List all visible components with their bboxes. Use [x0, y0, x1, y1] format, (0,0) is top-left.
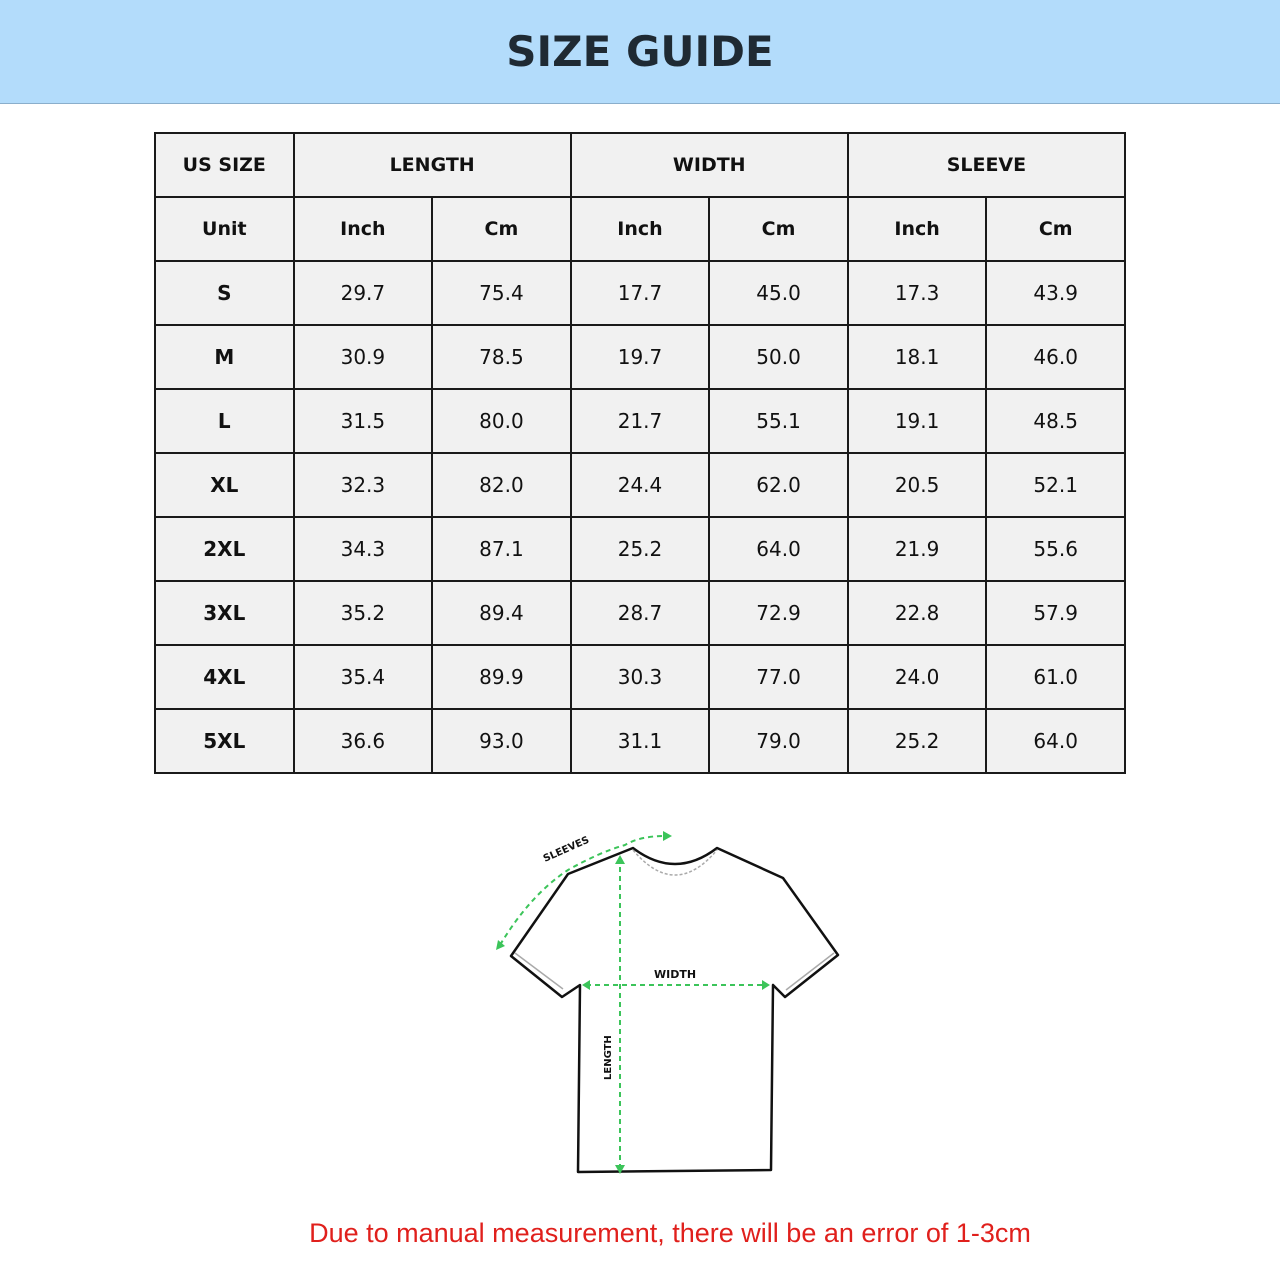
- size-cell: XL: [154, 452, 295, 518]
- unit-header: Inch: [292, 196, 434, 262]
- size-cell: 4XL: [154, 644, 295, 710]
- measurement-cell: 46.0: [985, 324, 1126, 390]
- measurement-cell: 32.3: [292, 452, 434, 518]
- table-row: 3XL 35.2 89.4 28.7 72.9 22.8 57.9: [154, 580, 1126, 646]
- size-cell: M: [154, 324, 295, 390]
- measurement-cell: 93.0: [431, 708, 572, 774]
- header-length: LENGTH: [292, 132, 572, 198]
- length-label: LENGTH: [603, 1035, 614, 1080]
- measurement-cell: 52.1: [985, 452, 1126, 518]
- measurement-cell: 31.5: [292, 388, 434, 454]
- measurement-cell: 17.3: [846, 260, 988, 326]
- sleeves-label: SLEEVES: [542, 835, 591, 865]
- size-table: US SIZE LENGTH WIDTH SLEEVE Unit Inch Cm In…: [154, 132, 1127, 774]
- measurement-cell: 19.1: [846, 388, 988, 454]
- measurement-cell: 48.5: [985, 388, 1126, 454]
- unit-header: Inch: [846, 196, 988, 262]
- sleeve-measure: [499, 835, 666, 946]
- measurement-cell: 28.7: [569, 580, 711, 646]
- tshirt-outline: [509, 846, 840, 1174]
- table-row: 4XL 35.4 89.9 30.3 77.0 24.0 61.0: [154, 644, 1126, 710]
- measurement-cell: 78.5: [431, 324, 572, 390]
- measurement-cell: 89.9: [431, 644, 572, 710]
- group-header-row: US SIZE LENGTH WIDTH SLEEVE: [154, 132, 1127, 198]
- unit-header: Cm: [708, 196, 849, 262]
- width-label: WIDTH: [654, 968, 696, 981]
- measurement-cell: 25.2: [846, 708, 988, 774]
- measurement-cell: 22.8: [846, 580, 988, 646]
- page-title: SIZE GUIDE: [506, 27, 774, 76]
- measurement-cell: 64.0: [985, 708, 1126, 774]
- measurement-cell: 25.2: [569, 516, 711, 582]
- measurement-cell: 24.0: [846, 644, 988, 710]
- size-cell: 5XL: [154, 708, 295, 774]
- measurement-cell: 87.1: [431, 516, 572, 582]
- measurement-cell: 55.6: [985, 516, 1126, 582]
- size-cell: L: [154, 388, 295, 454]
- size-cell: S: [154, 260, 295, 326]
- measurement-cell: 75.4: [431, 260, 572, 326]
- unit-row: Unit Inch Cm Inch Cm Inch Cm: [154, 196, 1126, 262]
- measurement-cell: 35.2: [292, 580, 434, 646]
- measurement-cell: 24.4: [569, 452, 711, 518]
- cuff-lines: [514, 952, 835, 991]
- measurement-cell: 62.0: [708, 452, 849, 518]
- measurement-cell: 29.7: [292, 260, 434, 326]
- size-cell: 2XL: [154, 516, 295, 582]
- unit-header: Inch: [569, 196, 711, 262]
- measurement-note: Due to manual measurement, there will be…: [309, 1218, 1031, 1248]
- measurement-cell: 20.5: [846, 452, 988, 518]
- measurement-cell: 30.9: [292, 324, 434, 390]
- measurement-cell: 36.6: [292, 708, 434, 774]
- table-row: M 30.9 78.5 19.7 50.0 18.1 46.0: [154, 324, 1126, 390]
- table-row: L 31.5 80.0 21.7 55.1 19.1 48.5: [154, 388, 1126, 454]
- measurement-cell: 31.1: [569, 708, 711, 774]
- table-row: XL 32.3 82.0 24.4 62.0 20.5 52.1: [154, 452, 1126, 518]
- measurement-cell: 34.3: [292, 516, 434, 582]
- measurement-cell: 45.0: [708, 260, 849, 326]
- measurement-cell: 61.0: [985, 644, 1126, 710]
- measurement-cell: 35.4: [292, 644, 434, 710]
- measurement-cell: 55.1: [708, 388, 849, 454]
- measurement-cell: 19.7: [569, 324, 711, 390]
- measurement-cell: 72.9: [708, 580, 849, 646]
- measurement-cell: 18.1: [846, 324, 988, 390]
- unit-label: Unit: [154, 196, 295, 262]
- header-banner: SIZE GUIDE: [0, 0, 1280, 104]
- measurement-cell: 77.0: [708, 644, 849, 710]
- header-us-size: US SIZE: [154, 132, 295, 198]
- header-width: WIDTH: [569, 132, 849, 198]
- collar-stitch: [632, 849, 718, 876]
- measurement-cell: 43.9: [985, 260, 1126, 326]
- measurement-cell: 57.9: [985, 580, 1126, 646]
- measurement-cell: 64.0: [708, 516, 849, 582]
- measurement-cell: 80.0: [431, 388, 572, 454]
- measure-lines: [499, 835, 766, 1170]
- measurement-cell: 89.4: [431, 580, 572, 646]
- table-row: 5XL 36.6 93.0 31.1 79.0 25.2 64.0: [154, 708, 1126, 774]
- unit-header: Cm: [985, 196, 1126, 262]
- table-row: 2XL 34.3 87.1 25.2 64.0 21.9 55.6: [154, 516, 1126, 582]
- measurement-cell: 30.3: [569, 644, 711, 710]
- measurement-cell: 50.0: [708, 324, 849, 390]
- size-cell: 3XL: [154, 580, 295, 646]
- unit-header: Cm: [431, 196, 572, 262]
- table-row: S 29.7 75.4 17.7 45.0 17.3 43.9: [154, 260, 1126, 326]
- arrowheads: [496, 831, 770, 1174]
- measurement-cell: 82.0: [431, 452, 572, 518]
- measurement-cell: 17.7: [569, 260, 711, 326]
- measurement-cell: 21.7: [569, 388, 711, 454]
- measurement-cell: 21.9: [846, 516, 988, 582]
- header-sleeve: SLEEVE: [846, 132, 1127, 198]
- measurement-cell: 79.0: [708, 708, 849, 774]
